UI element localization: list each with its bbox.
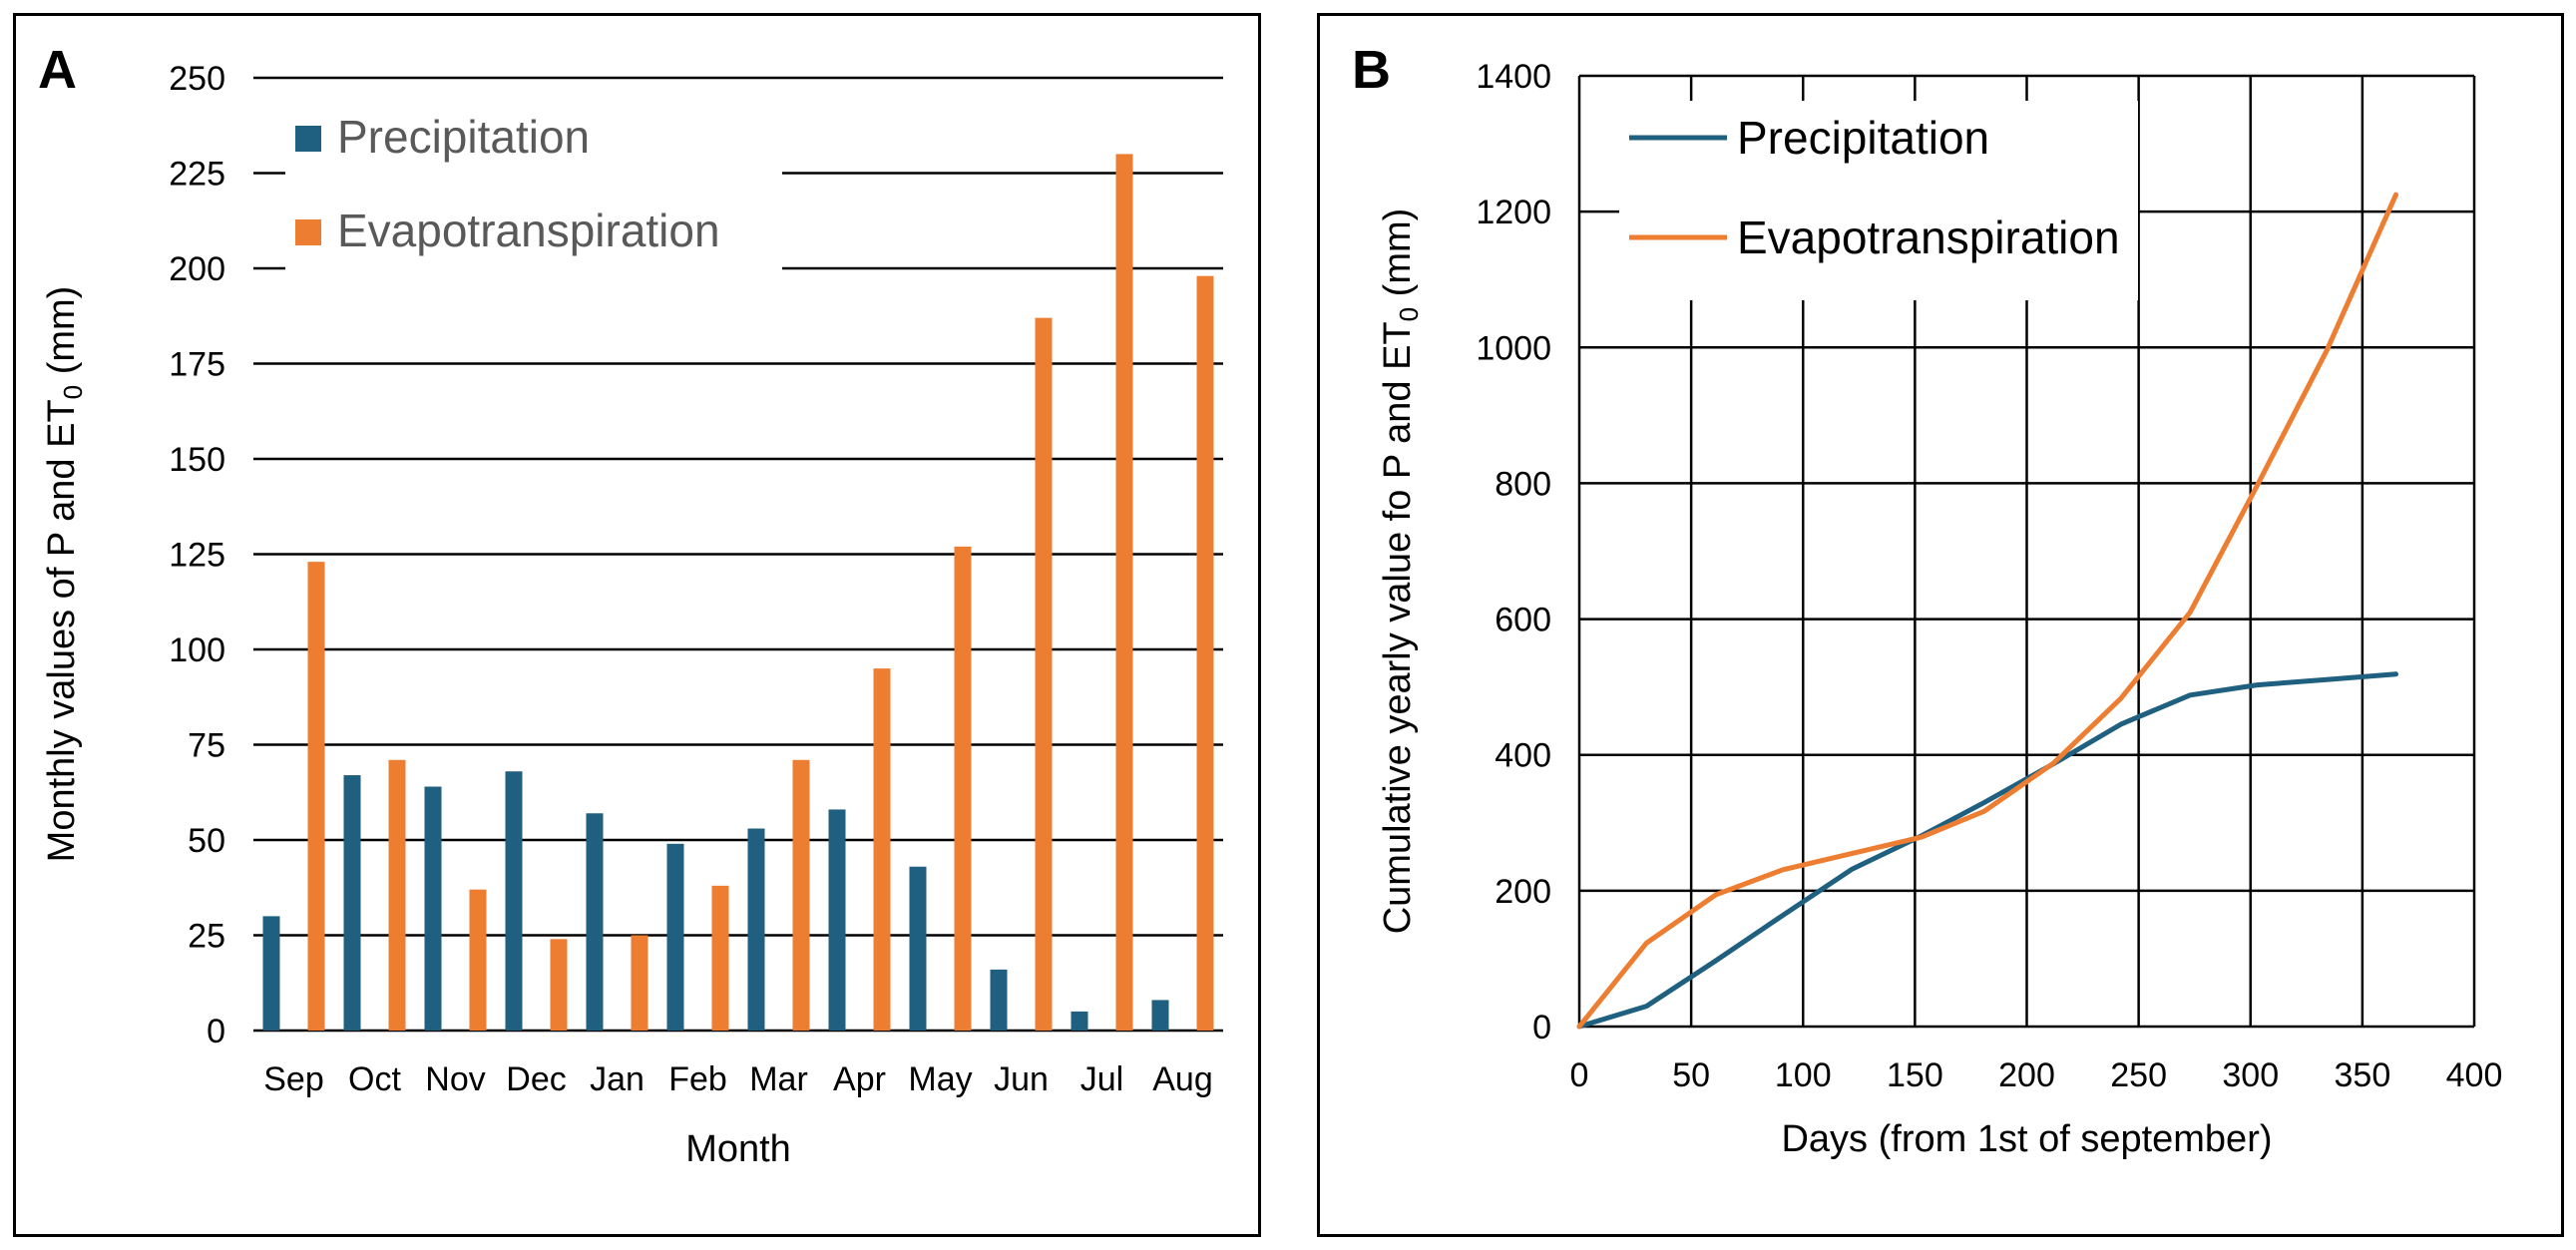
- bar-precipitation-dec: [505, 771, 523, 1031]
- bar-evapotranspiration-sep: [307, 562, 325, 1031]
- bar-evapotranspiration-may: [954, 546, 972, 1031]
- x-tick-label: May: [908, 1060, 972, 1098]
- bar-chart-svg: A 0 25 50 75 100 125 150 175 200 225 250 Sep Oct Nov…: [38, 40, 1223, 1170]
- y-axis-label-unit: (mm): [1377, 208, 1419, 307]
- x-axis-label: Month: [685, 1128, 791, 1170]
- y-axis-label-subscript: 0: [58, 385, 88, 399]
- y-tick-label: 400: [1495, 737, 1551, 775]
- x-tick-label: Apr: [833, 1060, 886, 1098]
- legend-label-precipitation: Precipitation: [337, 111, 590, 163]
- x-tick-label: Jul: [1080, 1060, 1123, 1098]
- x-tick-label: 50: [1672, 1056, 1710, 1094]
- y-tick-label: 25: [188, 918, 225, 956]
- x-tick-labels: Sep Oct Nov Dec Jan Feb Mar Apr May Jun Jul Aug: [263, 1060, 1213, 1098]
- panel-letter: A: [38, 40, 77, 100]
- bar-precipitation-nov: [424, 786, 442, 1031]
- x-tick-label: Sep: [263, 1060, 324, 1098]
- bar-precipitation-sep: [262, 916, 280, 1031]
- bar-evapotranspiration-jun: [1035, 317, 1053, 1031]
- y-axis-label: Cumulative yearly value fo P and ET0 (mm…: [1377, 208, 1424, 935]
- panel-letter: B: [1352, 40, 1391, 100]
- bar-precipitation-aug: [1151, 1000, 1169, 1031]
- x-tick-label: 300: [2222, 1056, 2279, 1094]
- x-tick-label: 0: [1570, 1056, 1589, 1094]
- y-tick-label: 75: [188, 727, 225, 765]
- series-line-evapotranspiration: [1576, 192, 2398, 1030]
- chart-panel-a: A 0 25 50 75 100 125 150 175 200 225 250 Sep Oct Nov…: [13, 13, 1261, 1237]
- x-tick-label: Dec: [506, 1060, 566, 1098]
- bar-precipitation-may: [909, 866, 927, 1031]
- y-axis-label-main: Monthly values of P and ET: [41, 399, 83, 862]
- x-tick-label: Jun: [994, 1060, 1049, 1098]
- bar-evapotranspiration-jan: [631, 935, 648, 1031]
- chart-panel-b: B 0 200 400 600 800 1000 1200 1400 0 50 100 150 200…: [1317, 13, 2564, 1237]
- y-tick-label: 175: [169, 346, 225, 384]
- x-tick-label: Feb: [668, 1060, 727, 1098]
- bar-precipitation-jun: [990, 969, 1008, 1031]
- y-axis-label-subscript: 0: [1394, 307, 1424, 321]
- y-tick-label: 600: [1495, 602, 1551, 639]
- bar-evapotranspiration-mar: [792, 759, 810, 1031]
- bar-precipitation-jul: [1071, 1011, 1088, 1031]
- legend-label-precipitation: Precipitation: [1737, 112, 1989, 164]
- y-tick-label: 200: [1495, 873, 1551, 911]
- y-tick-label: 100: [169, 631, 225, 669]
- legend: Precipitation Evapotranspiration: [1629, 112, 2120, 263]
- x-tick-label: 200: [1998, 1056, 2055, 1094]
- y-axis-label: Monthly values of P and ET0 (mm): [41, 286, 88, 863]
- y-tick-label: 1400: [1476, 58, 1551, 96]
- bar-evapotranspiration-feb: [711, 885, 729, 1031]
- bars: [262, 154, 1214, 1031]
- y-tick-label: 0: [1532, 1009, 1551, 1046]
- y-tick-label: 1200: [1476, 194, 1551, 231]
- y-axis-label-unit: (mm): [41, 286, 83, 385]
- legend-label-evapotranspiration: Evapotranspiration: [1737, 211, 2120, 263]
- y-tick-labels: 0 25 50 75 100 125 150 175 200 225 250: [169, 60, 225, 1050]
- y-tick-label: 150: [169, 441, 225, 479]
- series-lines: [1576, 192, 2398, 1030]
- bar-evapotranspiration-jul: [1115, 154, 1133, 1031]
- x-tick-label: Oct: [348, 1060, 401, 1098]
- y-tick-labels: 0 200 400 600 800 1000 1200 1400: [1476, 58, 1551, 1046]
- bar-evapotranspiration-dec: [550, 939, 568, 1031]
- bar-precipitation-mar: [747, 828, 765, 1031]
- x-tick-label: 150: [1887, 1056, 1943, 1094]
- y-tick-label: 250: [169, 60, 225, 98]
- legend-background-group: [1619, 101, 2138, 300]
- legend: Precipitation Evapotranspiration: [285, 86, 782, 280]
- x-tick-label: 100: [1775, 1056, 1832, 1094]
- bar-evapotranspiration-apr: [873, 668, 891, 1031]
- bar-evapotranspiration-oct: [388, 759, 406, 1031]
- y-tick-label: 50: [188, 822, 225, 860]
- x-tick-label: Nov: [425, 1060, 485, 1098]
- x-tick-label: Jan: [590, 1060, 644, 1098]
- y-tick-label: 125: [169, 537, 225, 575]
- y-tick-label: 800: [1495, 465, 1551, 503]
- legend-swatch-evapotranspiration: [295, 219, 321, 245]
- y-axis-label-main: Cumulative yearly value fo P and ET: [1377, 321, 1419, 934]
- legend-label-evapotranspiration: Evapotranspiration: [337, 205, 720, 256]
- line-chart-svg: B 0 200 400 600 800 1000 1200 1400 0 50 100 150 200…: [1352, 40, 2503, 1160]
- y-tick-label: 225: [169, 156, 225, 194]
- x-tick-label: 350: [2335, 1056, 2391, 1094]
- x-tick-label: Mar: [749, 1060, 808, 1098]
- legend-swatch-precipitation: [295, 126, 321, 152]
- y-tick-label: 200: [169, 250, 225, 288]
- bar-precipitation-jan: [586, 813, 604, 1031]
- y-tick-label: 1000: [1476, 329, 1551, 367]
- x-tick-label: 250: [2110, 1056, 2167, 1094]
- bar-evapotranspiration-aug: [1196, 275, 1214, 1031]
- x-tick-labels: 0 50 100 150 200 250 300 350 400: [1570, 1056, 2503, 1094]
- legend-background: [285, 86, 782, 280]
- legend-background: [1619, 101, 2138, 300]
- y-tick-label: 0: [207, 1013, 225, 1050]
- bar-evapotranspiration-nov: [469, 889, 487, 1031]
- x-axis-label: Days (from 1st of september): [1781, 1118, 2272, 1160]
- bar-precipitation-apr: [828, 809, 846, 1031]
- x-tick-label: 400: [2446, 1056, 2503, 1094]
- bar-precipitation-feb: [666, 843, 684, 1031]
- x-tick-label: Aug: [1152, 1060, 1213, 1098]
- series-line-precipitation: [1576, 671, 2398, 1030]
- bar-precipitation-oct: [343, 775, 361, 1031]
